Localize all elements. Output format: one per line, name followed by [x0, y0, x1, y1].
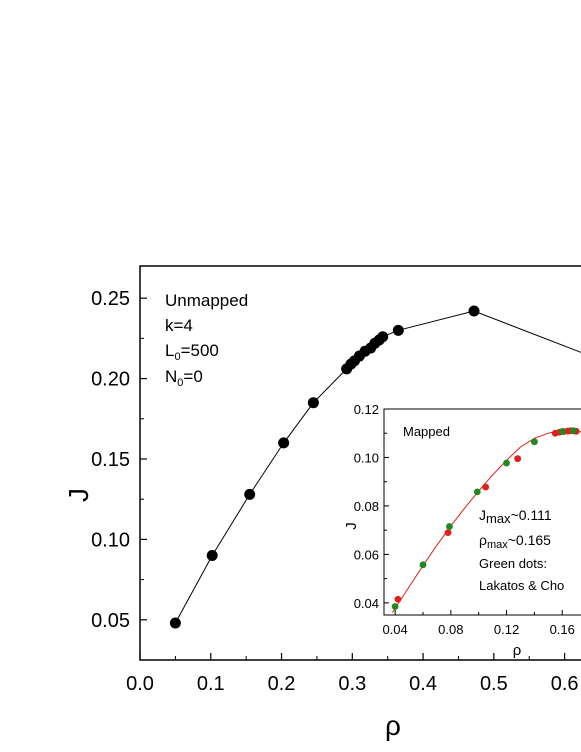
main-series — [169, 305, 581, 629]
inset-x-axis-label: ρ — [513, 642, 522, 659]
main-y-tick-label: 0.25 — [91, 288, 130, 310]
main-x-tick-label: 0.4 — [409, 673, 437, 695]
main-data-point — [244, 488, 256, 500]
inset-green-point — [446, 523, 453, 530]
main-data-point — [468, 305, 480, 317]
inset-green-point — [473, 488, 481, 496]
main-y-tick-label: 0.05 — [91, 610, 130, 632]
annotation-unmapped: Unmapped — [165, 291, 248, 310]
main-x-tick-label: 0.0 — [126, 673, 154, 695]
annotation-l0-symbol: L — [165, 341, 174, 360]
main-y-axis: 0.05 0.10 0.15 0.20 0.25 — [91, 288, 147, 632]
inset-jmax-value: ~0.111 — [511, 507, 552, 523]
inset-x-tick-label: 0.04 — [382, 622, 407, 637]
inset-x-tick-label: 0.16 — [550, 622, 575, 637]
annotation-n0-value: =0 — [183, 367, 202, 386]
main-plot-frame — [139, 265, 581, 661]
main-y-tick-label: 0.15 — [91, 449, 130, 471]
main-data-point — [278, 437, 290, 449]
inset-x-axis: 0.040.080.120.160 — [382, 610, 575, 637]
inset-rhomax-symbol: ρ — [479, 532, 487, 548]
inset-green-point — [530, 438, 538, 446]
inset-x-tick-label: 0.08 — [438, 622, 463, 637]
inset-y-tick-label: 0.06 — [354, 547, 379, 562]
inset-x-tick-label: 0.12 — [494, 622, 519, 637]
annotation-l0-sub: 0 — [174, 351, 180, 363]
main-data-point — [169, 617, 181, 629]
annotation-l0: L0=500 — [165, 341, 219, 363]
inset-red-point — [514, 455, 522, 463]
annotation-n0: N0=0 — [165, 367, 203, 389]
inset-red-point — [444, 529, 452, 536]
inset-green-point — [558, 428, 566, 435]
main-data-point — [392, 324, 404, 336]
inset-y-axis-label: J — [343, 522, 360, 530]
main-x-tick-label: 0.2 — [268, 673, 296, 695]
main-annotation: Unmapped k=4 L0=500 N0=0 — [165, 291, 248, 389]
inset-jmax: Jmax~0.111 — [479, 507, 552, 526]
inset-green-point — [569, 427, 577, 435]
main-x-axis: 0.0 0.1 0.2 0.3 0.4 0.5 0.6 — [126, 653, 579, 695]
inset-y-tick-label: 0.10 — [354, 450, 379, 465]
inset-y-tick-label: 0.04 — [354, 596, 379, 611]
inset-green-point — [391, 603, 399, 610]
inset-red-point — [482, 483, 490, 491]
main-y-axis-label: J — [63, 488, 94, 502]
inset-y-tick-label: 0.12 — [354, 402, 379, 417]
main-x-tick-label: 0.6 — [551, 673, 579, 695]
inset-green-point — [419, 561, 427, 569]
inset-jmax-sub: max — [486, 511, 511, 526]
main-y-tick-label: 0.20 — [91, 369, 130, 391]
inset-green-note-line2: Lakatos & Cho — [479, 578, 564, 593]
main-x-tick-label: 0.5 — [480, 673, 508, 695]
annotation-l0-value: =500 — [181, 341, 219, 360]
main-data-point — [206, 549, 218, 561]
main-x-tick-label: 0.3 — [338, 673, 366, 695]
inset-y-tick-label: 0.08 — [354, 499, 379, 514]
inset-plot: 0.040.080.120.160 0.040.060.080.100.12 ρ… — [343, 400, 581, 659]
inset-rhomax-value: ~0.165 — [508, 532, 551, 548]
annotation-n0-sub: 0 — [177, 377, 183, 389]
inset-rhomax-sub: max — [487, 539, 508, 551]
main-y-tick-label: 0.10 — [91, 529, 130, 551]
inset-red-point — [394, 595, 402, 603]
inset-annotation: Mapped Jmax~0.111 ρmax~0.165 Green dots:… — [403, 424, 564, 593]
annotation-n0-symbol: N — [165, 367, 177, 386]
inset-green-note-line1: Green dots: — [479, 556, 547, 571]
main-plot: 0.0 0.1 0.2 0.3 0.4 0.5 0.6 0.050.100.150.200.… — [63, 265, 581, 741]
main-x-tick-label: 0.1 — [197, 673, 225, 695]
inset-green-point — [503, 459, 510, 467]
main-data-point — [377, 331, 389, 343]
inset-rhomax: ρmax~0.165 — [479, 532, 551, 551]
inset-title: Mapped — [403, 424, 450, 439]
inset-y-axis: 0.04 0.06 0.08 0.10 0.12 — [354, 402, 389, 611]
inset-plot-frame — [383, 408, 581, 616]
main-data-point — [307, 397, 319, 409]
annotation-k: k=4 — [165, 316, 193, 335]
inset-series — [391, 427, 581, 613]
inset-jmax-symbol: J — [479, 507, 486, 523]
inset-fit-curve — [391, 430, 581, 613]
main-x-axis-label: ρ — [385, 710, 401, 741]
